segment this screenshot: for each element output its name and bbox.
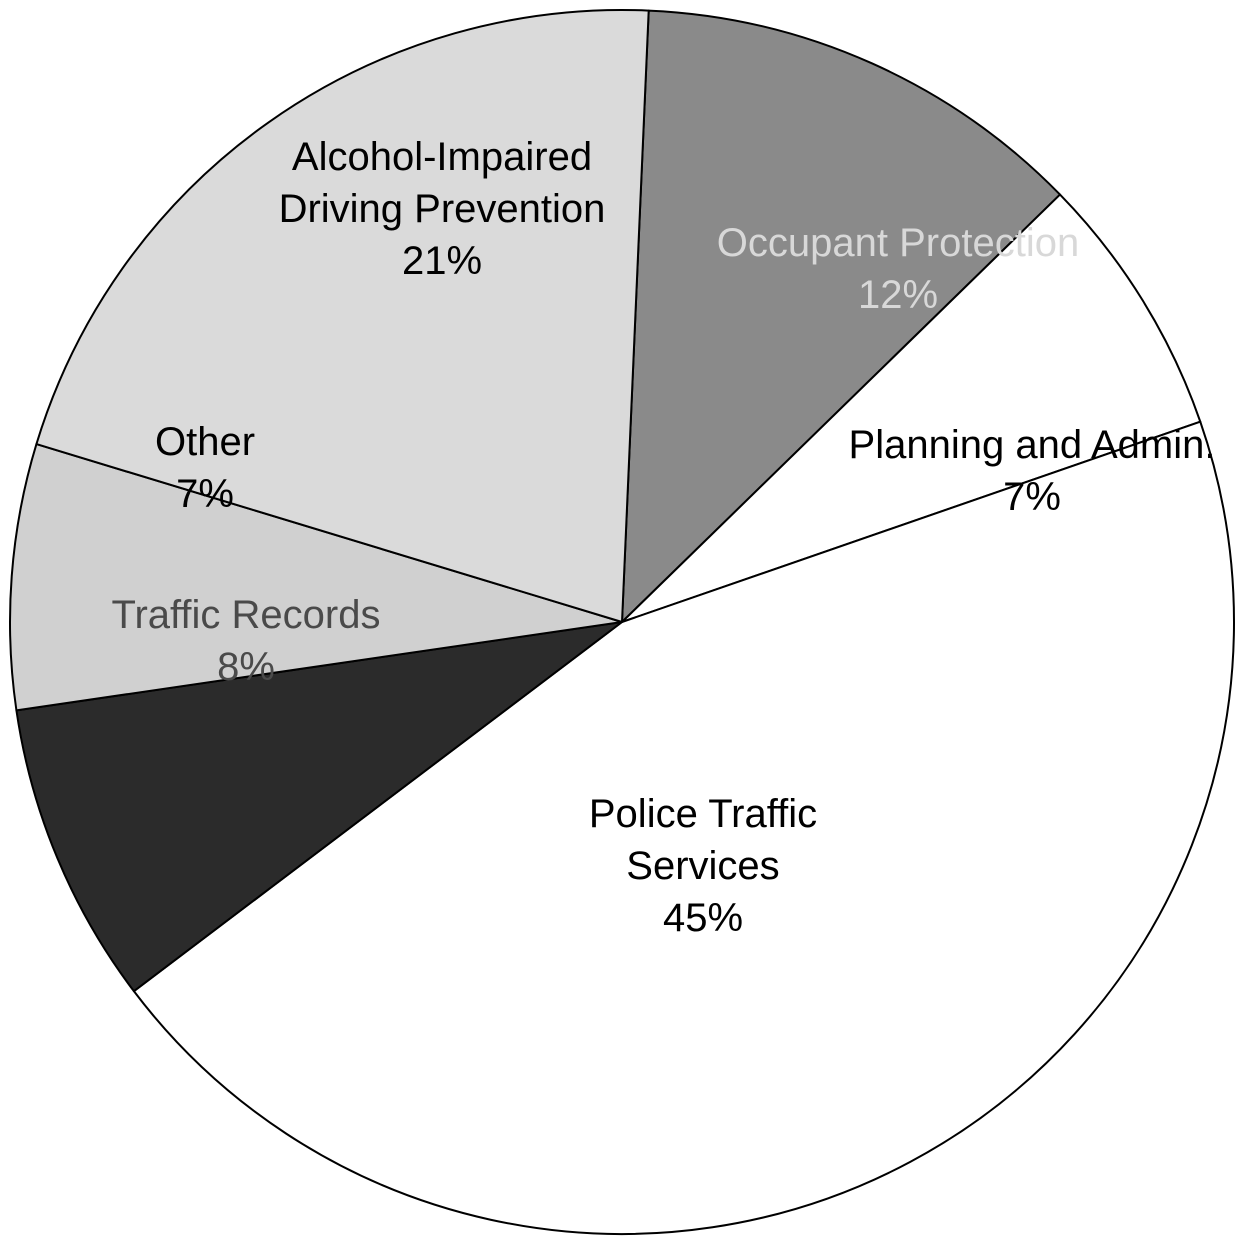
slice-name-label: Occupant Protection [717,221,1079,265]
slice-label-group: Traffic Records 8% [112,593,381,689]
slice-name-label: Planning and Admin. [849,423,1216,467]
slice-label-group: Planning and Admin. 7% [849,423,1216,519]
pie-slice-other [9,443,623,712]
slice-percent-label: 21% [402,239,482,283]
slice-name-label: Police Traffic [589,792,817,836]
slice-name-label: Alcohol-Impaired [292,135,592,179]
pie-slice-traffic-records [15,621,623,993]
slice-label-group: Police Traffic Services 45% [589,792,817,940]
pie-slice-alcohol-impaired-driving-prevention [35,9,650,623]
pie-slice-police-traffic-services [132,420,1235,1235]
slice-percent-label: 45% [663,896,743,940]
slice-percent-label: 7% [1003,475,1061,519]
slice-label-group: Occupant Protection 12% [717,221,1079,317]
pie-slice-planning-and-admin [621,193,1202,623]
pie-slice-occupant-protection [621,9,1061,623]
slice-name-label: Services [626,844,779,888]
slice-percent-label: 7% [176,472,234,516]
slice-name-label: Traffic Records [112,593,381,637]
slice-percent-label: 12% [858,273,938,317]
slice-label-group: Other 7% [155,420,255,516]
slice-name-label: Driving Prevention [279,187,606,231]
slice-name-label: Other [155,420,255,464]
slice-percent-label: 8% [217,645,275,689]
pie-labels: Occupant Protection 12% Planning and Admin… [112,135,1216,940]
pie-slices [9,9,1235,1235]
slice-label-group: Alcohol-Impaired Driving Prevention 21% [279,135,606,283]
